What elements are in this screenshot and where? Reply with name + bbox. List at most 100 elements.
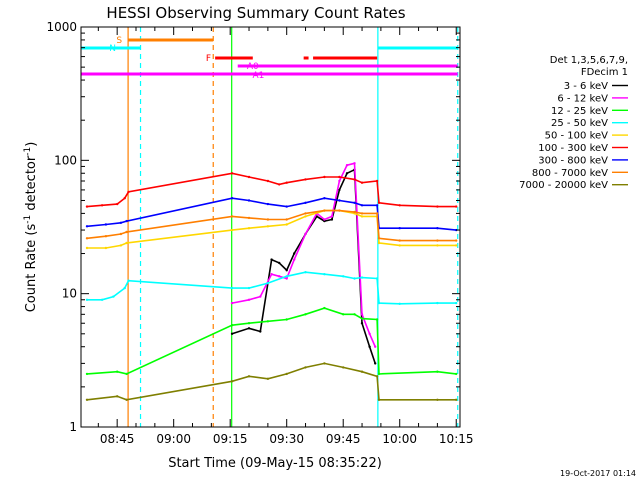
series-point-4	[247, 286, 251, 290]
series-point-6	[116, 202, 119, 206]
series-point-4	[342, 275, 345, 278]
series-point-9	[247, 375, 251, 378]
series-point-3	[377, 372, 381, 376]
series-point-9	[377, 398, 381, 401]
series-line-6	[86, 172, 457, 208]
y-tick-label: 10	[62, 287, 77, 301]
series-point-5	[455, 244, 458, 247]
series-point-9	[455, 398, 458, 401]
series-point-8	[436, 239, 439, 242]
series-point-2	[330, 215, 334, 218]
series-point-6	[455, 205, 458, 208]
series-point-5	[104, 246, 108, 250]
series-point-6	[360, 181, 364, 184]
state-label-n: N	[109, 44, 116, 54]
series-point-7	[304, 201, 307, 204]
state-label-s: S	[116, 36, 122, 46]
series-point-6	[85, 205, 89, 208]
series-point-7	[338, 199, 341, 202]
series-point-7	[247, 199, 251, 202]
series-point-7	[104, 223, 108, 226]
series-point-2	[374, 345, 377, 348]
series-point-6	[266, 179, 270, 183]
series-point-5	[266, 225, 270, 228]
series-point-7	[266, 202, 270, 206]
series-point-8	[398, 239, 401, 242]
series-point-1	[330, 218, 334, 221]
series-point-9	[266, 377, 270, 380]
series-point-4	[398, 302, 401, 305]
series-point-6	[123, 197, 126, 200]
series-point-4	[112, 295, 115, 298]
series-point-9	[375, 375, 379, 378]
legend-entry-5: 50 - 100 keV	[545, 131, 609, 142]
series-point-2	[360, 313, 364, 316]
series-point-8	[338, 209, 341, 212]
series-point-5	[436, 244, 439, 247]
series-point-1	[338, 188, 341, 192]
series-point-8	[375, 212, 379, 215]
series-point-7	[85, 225, 89, 228]
state-label-a1: A1	[252, 71, 264, 81]
series-point-8	[85, 237, 89, 240]
series-point-5	[377, 241, 381, 245]
series-point-3	[285, 318, 288, 321]
series-point-8	[119, 232, 123, 236]
legend-entry-1: 3 - 6 keV	[564, 81, 608, 92]
y-tick-label: 1000	[46, 20, 77, 34]
series-point-4	[323, 273, 326, 276]
series-point-8	[247, 216, 251, 220]
series-point-1	[230, 332, 234, 335]
x-tick-label: 09:45	[326, 432, 361, 446]
series-point-4	[100, 298, 104, 301]
series-point-9	[304, 366, 307, 369]
series-point-3	[116, 370, 119, 373]
series-point-7	[360, 204, 364, 207]
series-point-5	[247, 227, 251, 230]
legend-entry-7: 300 - 800 keV	[538, 155, 608, 166]
series-point-3	[353, 313, 356, 316]
series-point-3	[85, 372, 89, 376]
series-point-4	[375, 277, 379, 280]
y-tick-label: 1	[69, 420, 77, 434]
series-point-4	[85, 298, 89, 301]
series-point-2	[278, 275, 281, 278]
series-point-9	[125, 398, 128, 401]
series-point-9	[436, 398, 439, 401]
series-point-6	[338, 175, 341, 179]
series-point-6	[285, 181, 288, 184]
series-point-8	[125, 230, 128, 234]
series-point-8	[304, 212, 307, 215]
series-point-3	[230, 324, 234, 327]
series-point-5	[304, 215, 307, 218]
state-label-a0: A0	[247, 62, 259, 72]
series-point-8	[230, 215, 234, 218]
series-point-8	[266, 218, 270, 221]
series-point-5	[285, 223, 288, 226]
series-point-7	[398, 227, 401, 230]
series-point-2	[285, 277, 288, 280]
series-point-7	[353, 201, 356, 204]
x-tick-label: 09:30	[269, 432, 304, 446]
series-point-4	[230, 286, 234, 290]
series-point-1	[360, 322, 364, 325]
series-point-6	[353, 178, 356, 181]
x-tick-label: 09:00	[156, 432, 191, 446]
series-point-1	[278, 261, 281, 265]
series-point-1	[368, 345, 371, 348]
series-point-4	[360, 276, 364, 279]
series-point-2	[338, 179, 341, 183]
series-point-3	[125, 372, 128, 376]
series-point-1	[345, 172, 349, 175]
series-point-1	[293, 252, 296, 255]
series-point-5	[125, 241, 128, 245]
series-point-2	[293, 258, 296, 261]
series-point-2	[368, 332, 371, 335]
x-tick-label: 10:00	[382, 432, 417, 446]
series-point-7	[285, 205, 288, 208]
x-tick-label: 10:15	[439, 432, 474, 446]
legend-entry-3: 12 - 25 keV	[551, 106, 608, 117]
series-point-5	[119, 244, 123, 247]
legend-entry-6: 100 - 300 keV	[538, 143, 608, 154]
